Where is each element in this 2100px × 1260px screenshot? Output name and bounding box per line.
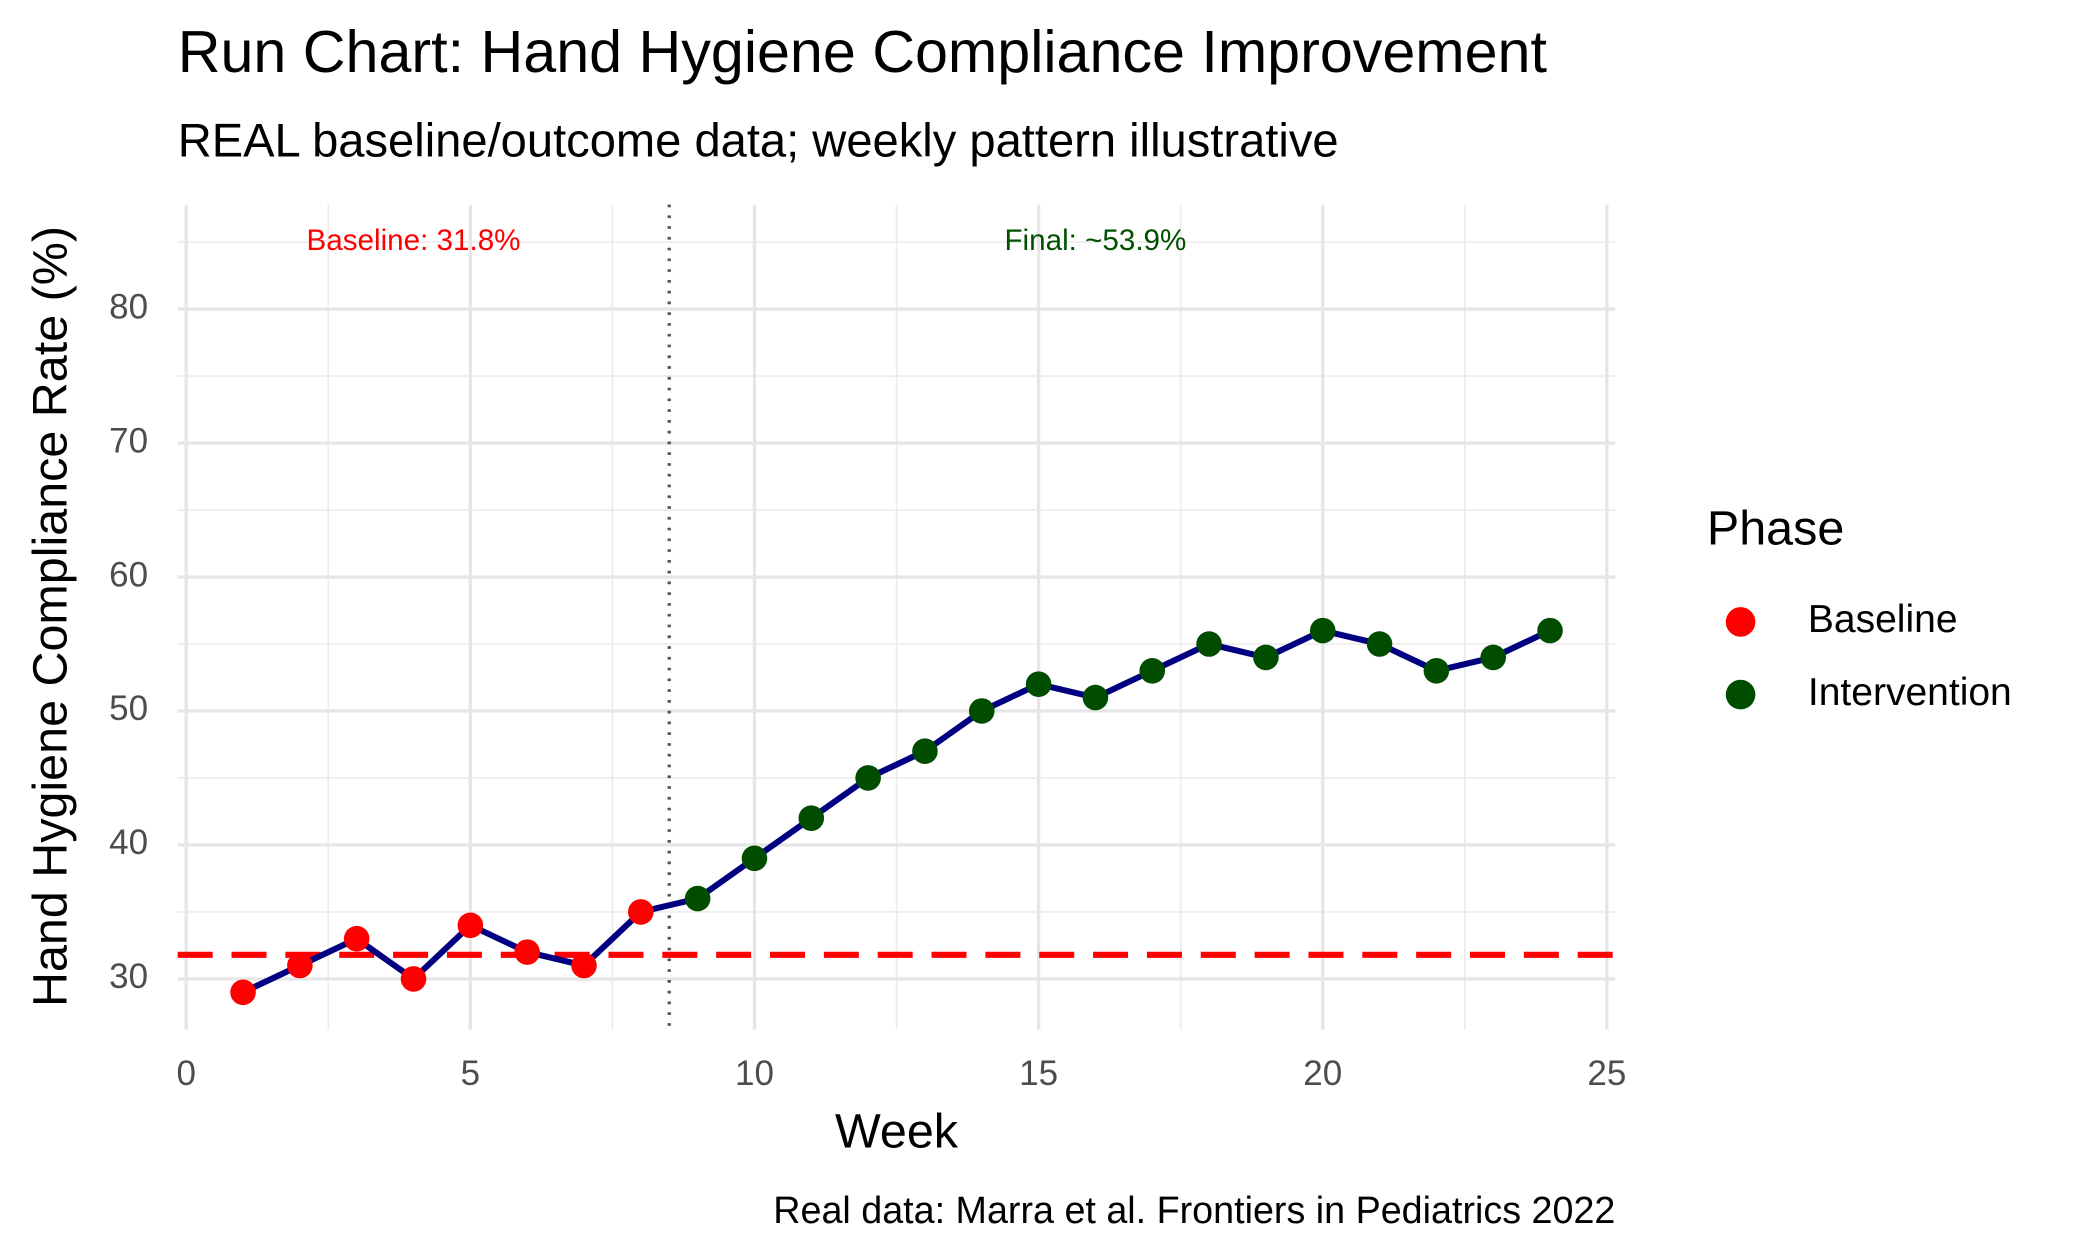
- data-point: [400, 966, 427, 992]
- data-point: [1196, 631, 1222, 657]
- data-point: [1253, 644, 1279, 671]
- data-point: [514, 939, 540, 965]
- x-tick-label: 5: [461, 1054, 480, 1093]
- x-tick-label: 20: [1303, 1054, 1342, 1093]
- legend-marker: [1725, 679, 1756, 710]
- data-point: [628, 899, 654, 925]
- data-point: [343, 925, 370, 952]
- y-axis-title: Hand Hygiene Compliance Rate (%): [24, 226, 78, 1007]
- data-point: [855, 765, 881, 791]
- legend-marker: [1725, 607, 1756, 637]
- y-tick-label: 30: [109, 957, 148, 996]
- x-tick-label: 25: [1587, 1054, 1626, 1093]
- y-tick-label: 60: [109, 555, 148, 594]
- annotation: Baseline: 31.8%: [307, 224, 521, 257]
- y-tick-label: 80: [109, 287, 148, 326]
- data-point: [968, 698, 995, 724]
- caption: Real data: Marra et al. Frontiers in Ped…: [773, 1189, 1615, 1231]
- y-tick-label: 50: [109, 689, 148, 728]
- y-tick-label: 40: [109, 823, 148, 862]
- data-point: [1139, 658, 1166, 684]
- data-point: [1309, 617, 1336, 644]
- data-point: [798, 805, 825, 831]
- x-tick-label: 15: [1019, 1054, 1058, 1093]
- data-point: [1423, 658, 1450, 684]
- data-point: [287, 952, 313, 979]
- chart-title: Run Chart: Hand Hygiene Compliance Impro…: [178, 18, 1548, 85]
- legend-label: Intervention: [1808, 671, 2012, 714]
- x-tick-label: 0: [176, 1054, 195, 1093]
- data-point: [571, 952, 597, 979]
- data-point: [1537, 617, 1563, 644]
- data-point: [230, 979, 256, 1006]
- data-point: [912, 738, 938, 764]
- data-point: [1366, 631, 1393, 657]
- x-tick-label: 10: [735, 1054, 774, 1093]
- data-point: [684, 885, 711, 912]
- legend-title: Phase: [1707, 502, 1844, 556]
- y-tick-label: 70: [109, 421, 148, 460]
- data-point: [1025, 671, 1052, 697]
- data-point: [1480, 644, 1506, 671]
- legend-label: Baseline: [1808, 598, 1958, 641]
- chart-subtitle: REAL baseline/outcome data; weekly patte…: [178, 113, 1339, 166]
- data-point: [1082, 684, 1109, 711]
- annotation: Final: ~53.9%: [1004, 224, 1186, 257]
- data-point: [457, 912, 484, 939]
- data-point: [741, 845, 768, 872]
- x-axis-title: Week: [835, 1105, 959, 1159]
